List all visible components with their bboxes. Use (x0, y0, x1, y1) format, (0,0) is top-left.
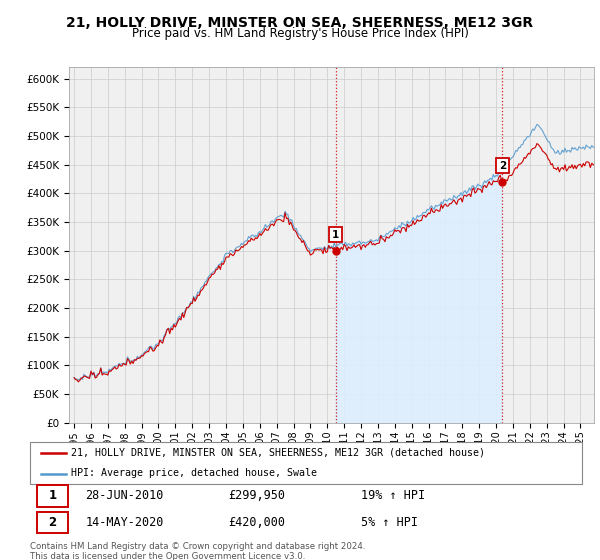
Text: 21, HOLLY DRIVE, MINSTER ON SEA, SHEERNESS, ME12 3GR: 21, HOLLY DRIVE, MINSTER ON SEA, SHEERNE… (67, 16, 533, 30)
Text: 1: 1 (48, 489, 56, 502)
Text: 28-JUN-2010: 28-JUN-2010 (85, 489, 164, 502)
Text: Price paid vs. HM Land Registry's House Price Index (HPI): Price paid vs. HM Land Registry's House … (131, 27, 469, 40)
Text: HPI: Average price, detached house, Swale: HPI: Average price, detached house, Swal… (71, 469, 317, 478)
Text: 5% ↑ HPI: 5% ↑ HPI (361, 516, 418, 529)
Text: £299,950: £299,950 (229, 489, 286, 502)
Text: Contains HM Land Registry data © Crown copyright and database right 2024.
This d: Contains HM Land Registry data © Crown c… (30, 542, 365, 560)
Text: £420,000: £420,000 (229, 516, 286, 529)
Text: 19% ↑ HPI: 19% ↑ HPI (361, 489, 425, 502)
FancyBboxPatch shape (37, 512, 68, 533)
Text: 2: 2 (499, 161, 506, 171)
Text: 1: 1 (332, 230, 339, 240)
Text: 21, HOLLY DRIVE, MINSTER ON SEA, SHEERNESS, ME12 3GR (detached house): 21, HOLLY DRIVE, MINSTER ON SEA, SHEERNE… (71, 447, 485, 458)
FancyBboxPatch shape (37, 486, 68, 507)
Text: 14-MAY-2020: 14-MAY-2020 (85, 516, 164, 529)
Text: 2: 2 (48, 516, 56, 529)
FancyBboxPatch shape (30, 442, 582, 484)
